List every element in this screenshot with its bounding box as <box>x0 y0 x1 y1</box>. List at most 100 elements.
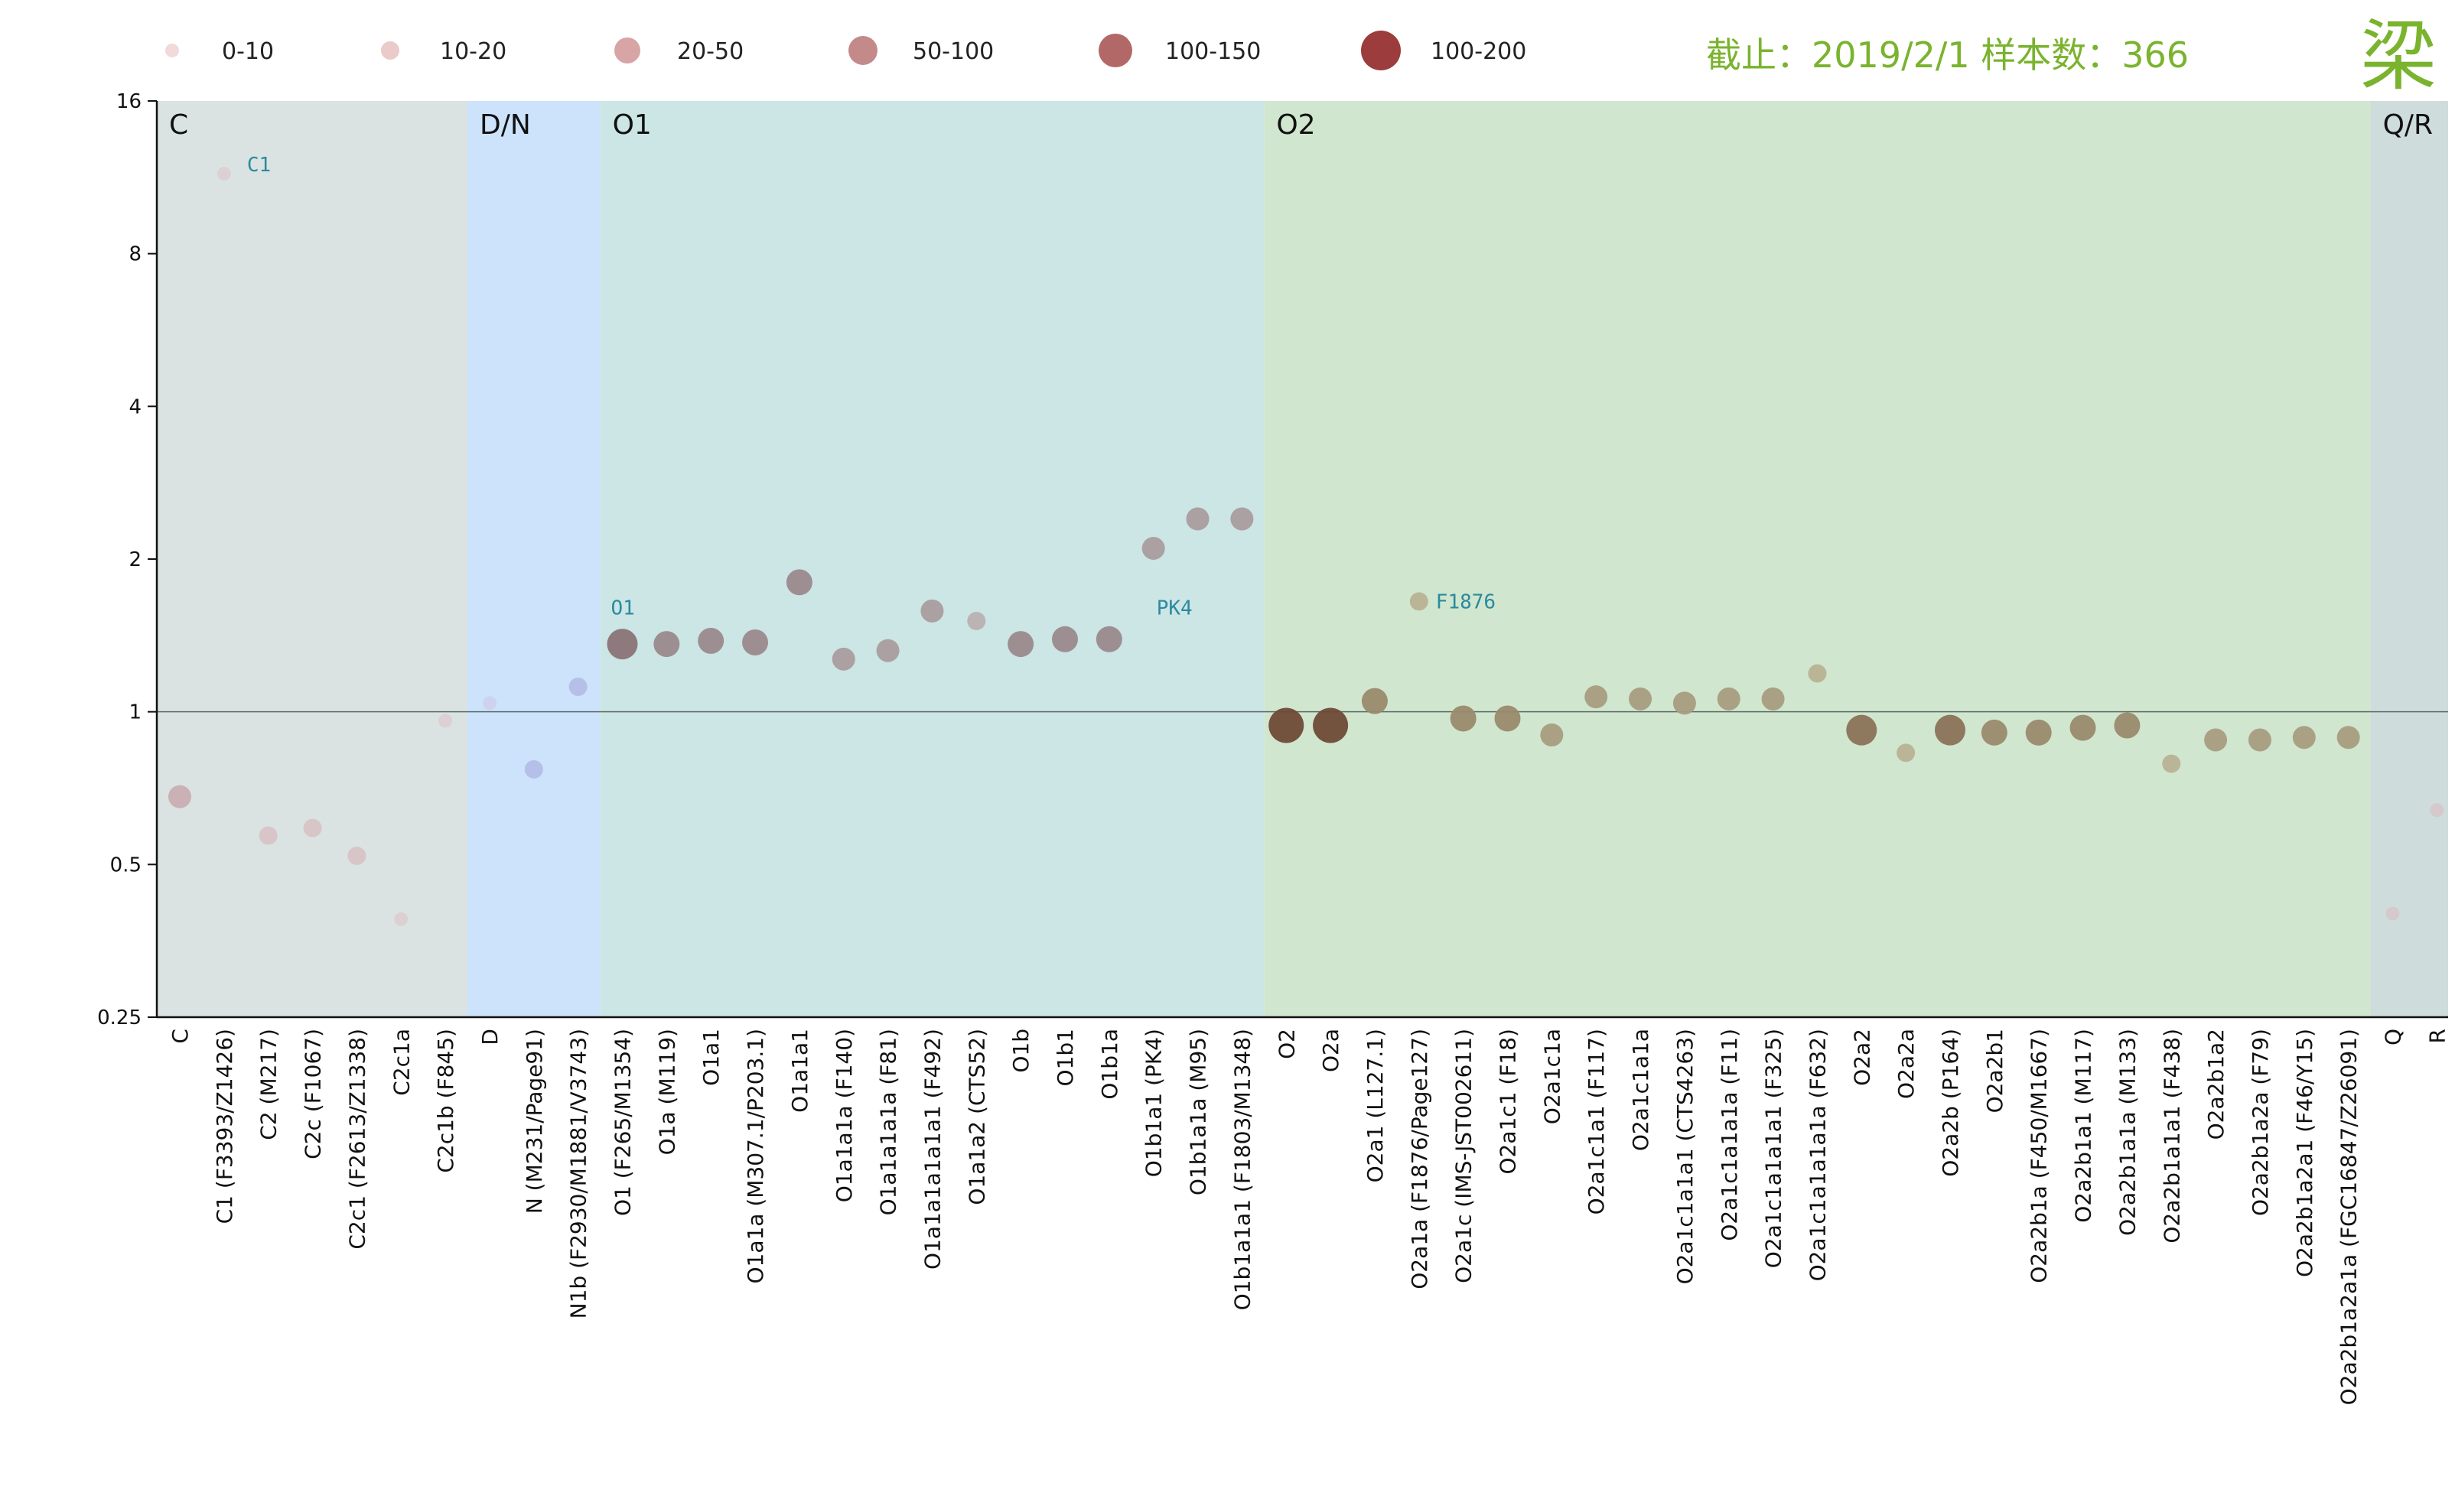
x-tick-labels: C C1 (F3393/Z1426) C2 (M217) C2c (F1067) C2c… <box>168 1029 2450 1405</box>
annotation-label: O1 <box>611 597 635 619</box>
legend-swatch <box>1099 34 1132 67</box>
data-point <box>2114 712 2141 739</box>
data-point <box>1096 626 1122 652</box>
x-tick-label: C2c1b (F845) <box>433 1029 458 1173</box>
band-label: O1 <box>613 109 652 141</box>
x-tick-label: O2a2b1 <box>1982 1029 2007 1113</box>
data-point <box>1008 631 1034 658</box>
x-tick-label: O2a2b1a2a (F79) <box>2248 1029 2273 1216</box>
data-point <box>1361 688 1388 714</box>
x-tick-label: O1a1a1a1a1a1 (F492) <box>920 1029 945 1270</box>
x-tick-label: C2 (M217) <box>256 1029 282 1140</box>
legend: 0-10 10-20 20-50 50-100 100-150 100-200 <box>165 31 1526 70</box>
data-point <box>742 629 769 655</box>
band-label: C <box>169 109 188 141</box>
x-tick-label: C2c1a <box>389 1029 414 1096</box>
x-tick-label: C1 (F3393/Z1426) <box>212 1029 237 1224</box>
data-point <box>2385 906 2400 921</box>
data-point <box>1540 723 1564 747</box>
annotation-label: F1876 <box>1436 590 1496 613</box>
x-tick-label: O2a1c1a1a1a1a (F632) <box>1805 1029 1830 1281</box>
data-point <box>1935 714 1965 746</box>
data-point <box>1761 687 1785 710</box>
data-points <box>168 167 2444 926</box>
data-point <box>1584 685 1608 709</box>
x-tick-label: O2a2b1a (F450/M1667) <box>2027 1029 2052 1283</box>
x-tick-label: O1b <box>1008 1029 1034 1073</box>
x-tick-label: Q <box>2381 1029 2406 1045</box>
x-tick-label: O2a1c1 (F18) <box>1496 1029 1521 1175</box>
data-point <box>1052 626 1078 652</box>
data-point <box>2336 726 2360 749</box>
data-point <box>394 912 409 926</box>
legend-label: 20-50 <box>677 38 744 65</box>
legend-swatch <box>848 36 877 65</box>
data-point <box>1313 707 1349 743</box>
x-tick-label: O2a1c (IMS-JST002611) <box>1451 1029 1477 1283</box>
x-tick-label: O2a1 (L127.1) <box>1363 1029 1388 1182</box>
axes: 16 8 4 2 1 0.5 0.25 <box>97 90 2448 1029</box>
band-label: O2 <box>1276 109 1315 141</box>
x-tick-label: O1a (M119) <box>654 1029 679 1155</box>
data-point <box>653 631 680 658</box>
x-tick-label: O2 <box>1274 1029 1299 1059</box>
x-tick-label: O1a1a1a1a (F81) <box>876 1029 901 1215</box>
x-tick-label: O1b1a1a (M95) <box>1186 1029 1211 1195</box>
data-point <box>482 696 497 710</box>
x-tick-label: O1b1a <box>1097 1029 1122 1100</box>
x-tick-label: O2a2a <box>1893 1029 1919 1099</box>
legend-label: 100-150 <box>1165 38 1261 65</box>
x-tick-label: O2a2b1a1 (M117) <box>2071 1029 2096 1223</box>
data-point <box>1846 714 1877 746</box>
band-label: Q/R <box>2383 109 2433 141</box>
x-tick-label: C2c (F1067) <box>301 1029 326 1159</box>
data-point <box>568 678 588 697</box>
data-point <box>524 759 543 779</box>
legend-swatch <box>165 44 179 57</box>
x-tick-label: O2a2b1a2a1a (FGC16847/Z26091) <box>2336 1029 2362 1405</box>
legend-label: 50-100 <box>913 38 994 65</box>
x-tick-label: O2a2b1a1a1 (F438) <box>2159 1029 2184 1244</box>
data-point <box>2430 803 2444 818</box>
legend-label: 100-200 <box>1431 38 1526 65</box>
data-point <box>1897 743 1916 763</box>
data-point <box>920 599 944 623</box>
x-tick-label: D <box>477 1029 503 1045</box>
data-point <box>217 167 231 181</box>
data-point <box>1268 707 1304 743</box>
group-bands: C D/N O1 O2 Q/R <box>157 101 2448 1017</box>
x-tick-label: O2a1c1a1 (F117) <box>1584 1029 1609 1214</box>
data-point <box>607 629 638 660</box>
y-tick-label: 2 <box>129 548 142 571</box>
legend-swatch <box>1361 31 1401 70</box>
band-o1 <box>600 101 1265 1017</box>
y-tick-label: 4 <box>129 395 142 418</box>
y-tick-label: 0.25 <box>97 1006 142 1029</box>
data-point <box>1141 536 1165 560</box>
data-point <box>1186 507 1210 531</box>
data-point <box>1808 664 1827 683</box>
data-point <box>1494 705 1521 732</box>
data-point <box>698 627 724 654</box>
x-tick-label: O2a1c1a <box>1539 1029 1564 1124</box>
band-o2 <box>1264 101 2371 1017</box>
band-q-r <box>2370 101 2448 1017</box>
legend-swatch <box>614 37 640 63</box>
x-tick-label: O1b1a1a1 (F1803/M1348) <box>1229 1029 1255 1310</box>
y-tick-label: 16 <box>116 90 142 113</box>
legend-swatch <box>381 41 399 60</box>
x-tick-label: O2a1a (F1876/Page127) <box>1407 1029 1432 1289</box>
x-tick-label: O1a1a (M307.1/P203.1) <box>743 1029 768 1284</box>
data-point <box>2204 728 2228 752</box>
data-point <box>1672 691 1696 715</box>
data-point <box>1450 705 1477 732</box>
data-point <box>1717 687 1740 710</box>
x-tick-label: R <box>2424 1029 2450 1043</box>
data-point <box>1230 507 1254 531</box>
x-tick-label: O2a2b (P164) <box>1938 1029 1963 1177</box>
legend-label: 0-10 <box>222 38 274 65</box>
y-tick-label: 0.5 <box>110 854 142 876</box>
data-point <box>438 714 453 728</box>
data-point <box>259 826 278 845</box>
data-point <box>2248 728 2271 752</box>
